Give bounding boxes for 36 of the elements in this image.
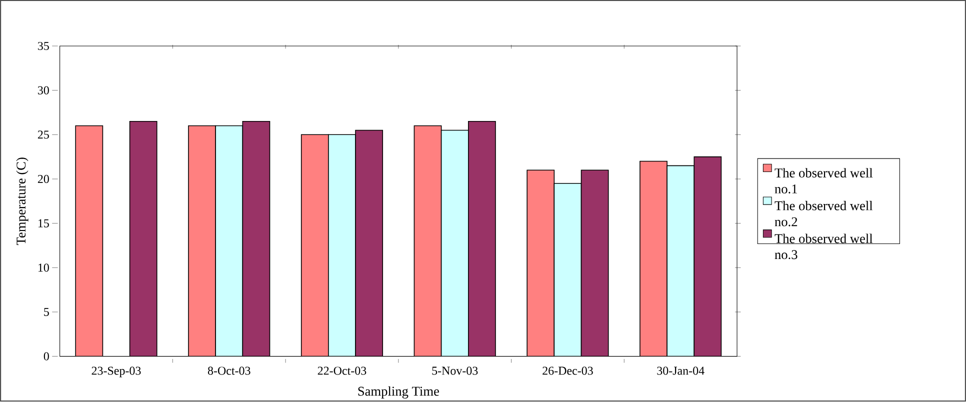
x-tick-label: 23-Sep-03	[92, 366, 141, 378]
y-tick-label: 30	[38, 86, 49, 95]
legend-label: The observed well no.2	[774, 201, 873, 227]
x-tick-label: 5-Nov-03	[432, 366, 478, 375]
y-tick-label: 5	[44, 308, 49, 316]
y-tick-label: 10	[38, 264, 49, 272]
x-tick-label: 8-Oct-03	[208, 366, 250, 375]
bar	[666, 165, 695, 356]
bar	[414, 126, 442, 356]
y-tick-label: 25	[38, 130, 49, 139]
y-tick-label: 15	[38, 219, 49, 228]
legend-label: The observed well no.3	[774, 234, 873, 260]
bar	[129, 121, 158, 356]
bar	[75, 126, 104, 356]
bar	[526, 170, 555, 356]
bar	[301, 134, 328, 356]
y-tick-label: 35	[38, 42, 49, 50]
bar	[328, 134, 356, 356]
bar	[242, 121, 270, 356]
bar	[554, 183, 582, 356]
y-tick-label: 0	[44, 352, 49, 361]
bar	[188, 126, 216, 356]
bar	[356, 130, 383, 356]
bar	[694, 156, 722, 356]
bar	[640, 161, 668, 356]
x-tick-label: 26-Dec-03	[542, 366, 593, 375]
x-tick-label: 30-Jan-04	[657, 366, 704, 375]
x-tick-label: 22-Oct-03	[318, 366, 366, 375]
bar	[580, 170, 609, 356]
legend-label: The observed well no.1	[774, 168, 873, 194]
y-axis-title: Temperature (C)	[16, 158, 28, 246]
bar	[440, 130, 469, 356]
bar	[215, 126, 244, 356]
y-tick-label: 20	[38, 175, 49, 184]
x-axis-title: Sampling Time	[358, 386, 439, 399]
bar	[468, 121, 496, 356]
